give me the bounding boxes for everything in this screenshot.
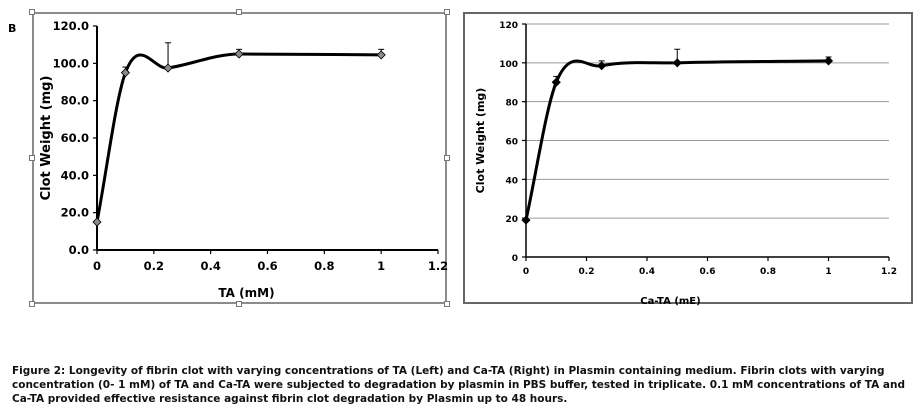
data-point bbox=[551, 77, 561, 87]
data-point bbox=[163, 63, 173, 73]
x-tick-label: 0.2 bbox=[579, 267, 595, 277]
right-chart-frame[interactable]: 0 20 40 60 80 100 120 0 0.2 0.4 0.6 0.8 1 1.2 Clot Wei… bbox=[463, 12, 913, 306]
caption-text: Figure 2: Longevity of fibrin clot with … bbox=[12, 365, 905, 405]
data-point bbox=[672, 58, 682, 68]
x-tick-label: 0 bbox=[523, 267, 529, 277]
x-tick-label: 0.2 bbox=[144, 259, 164, 273]
x-tick-label: 1.2 bbox=[428, 259, 448, 273]
x-tick-label: 0.6 bbox=[257, 259, 277, 273]
x-tick-label: 1 bbox=[825, 267, 831, 277]
left-chart: 0.0 20.0 40.0 60.0 80.0 100.0 120.0 0 0.2 0.4 0.6 0… bbox=[39, 19, 448, 300]
data-point bbox=[597, 61, 607, 71]
x-axis-label: Ca-TA (mE) bbox=[640, 296, 700, 306]
resize-handle[interactable] bbox=[444, 155, 450, 161]
data-point bbox=[521, 215, 531, 225]
data-point bbox=[823, 56, 834, 66]
resize-handle[interactable] bbox=[29, 301, 35, 307]
resize-handle[interactable] bbox=[444, 301, 450, 307]
y-tick-label: 120.0 bbox=[53, 19, 89, 33]
data-point bbox=[376, 50, 386, 60]
series-line bbox=[95, 52, 382, 223]
y-axis-label: Clot Weight (mg) bbox=[474, 88, 487, 194]
x-tick-label: 0.8 bbox=[760, 267, 776, 277]
resize-handle[interactable] bbox=[29, 9, 35, 15]
resize-handle[interactable] bbox=[29, 155, 35, 161]
x-tick-label: 1 bbox=[377, 259, 385, 273]
resize-handle[interactable] bbox=[236, 301, 242, 307]
y-tick-label: 100.0 bbox=[53, 56, 89, 70]
resize-handle[interactable] bbox=[236, 9, 242, 15]
x-tick-label: 1.2 bbox=[881, 267, 897, 277]
x-tick-label: 0.6 bbox=[700, 267, 716, 277]
panel-label: B bbox=[8, 22, 17, 35]
y-tick-label: 0.0 bbox=[69, 243, 89, 257]
x-tick-label: 0.4 bbox=[200, 259, 220, 273]
y-tick-label: 60 bbox=[505, 138, 518, 148]
data-point bbox=[120, 68, 130, 78]
y-tick-label: 60.0 bbox=[61, 131, 89, 145]
left-chart-frame[interactable]: 0.0 20.0 40.0 60.0 80.0 100.0 120.0 0 0.2 0.4 0.6 0… bbox=[32, 12, 448, 304]
x-tick-label: 0 bbox=[93, 259, 101, 273]
right-chart: 0 20 40 60 80 100 120 0 0.2 0.4 0.6 0.8 1 1.2 Clot Wei… bbox=[474, 21, 897, 306]
y-tick-label: 0 bbox=[512, 254, 518, 264]
y-axis-label: Clot Weight (mg) bbox=[39, 76, 54, 201]
y-tick-label: 100 bbox=[499, 60, 518, 70]
resize-handle[interactable] bbox=[444, 9, 450, 15]
y-tick-label: 120 bbox=[499, 21, 518, 31]
x-axis-label: TA (mM) bbox=[218, 286, 274, 300]
figure-caption: Figure 2: Longevity of fibrin clot with … bbox=[12, 364, 910, 406]
data-point bbox=[92, 217, 102, 227]
y-tick-label: 20.0 bbox=[61, 206, 89, 220]
x-tick-label: 0.4 bbox=[639, 267, 655, 277]
y-tick-label: 40 bbox=[505, 176, 518, 186]
y-tick-label: 20 bbox=[505, 215, 518, 225]
y-tick-label: 40.0 bbox=[61, 168, 89, 182]
y-tick-label: 80.0 bbox=[61, 94, 89, 108]
x-tick-label: 0.8 bbox=[314, 259, 334, 273]
y-tick-label: 80 bbox=[505, 99, 518, 109]
data-point bbox=[234, 49, 244, 59]
